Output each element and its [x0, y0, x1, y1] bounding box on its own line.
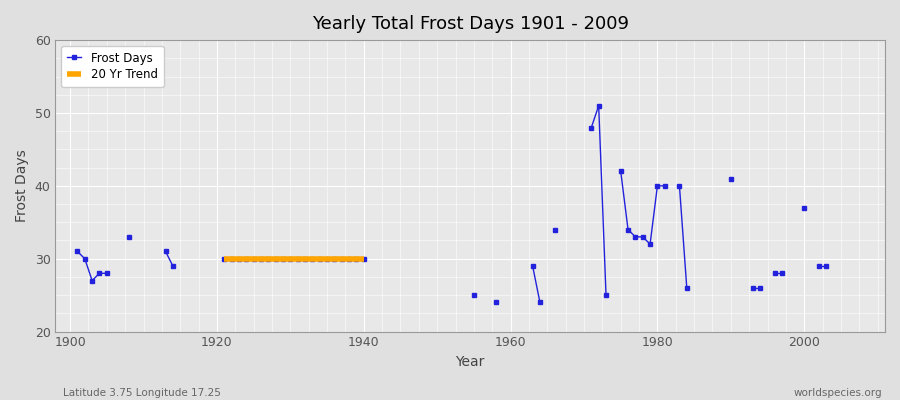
Legend: Frost Days, 20 Yr Trend: Frost Days, 20 Yr Trend — [61, 46, 164, 87]
Frost Days — [72, 249, 83, 254]
Y-axis label: Frost Days: Frost Days — [15, 150, 29, 222]
Text: worldspecies.org: worldspecies.org — [794, 388, 882, 398]
20 Yr Trend — [219, 256, 230, 261]
20 Yr Trend — [358, 256, 369, 261]
Line: Frost Days: Frost Days — [75, 249, 109, 283]
Title: Yearly Total Frost Days 1901 - 2009: Yearly Total Frost Days 1901 - 2009 — [311, 15, 629, 33]
Frost Days — [102, 271, 112, 276]
X-axis label: Year: Year — [455, 355, 485, 369]
Frost Days — [79, 256, 90, 261]
Text: Latitude 3.75 Longitude 17.25: Latitude 3.75 Longitude 17.25 — [63, 388, 220, 398]
Frost Days — [94, 271, 105, 276]
Frost Days — [86, 278, 97, 283]
